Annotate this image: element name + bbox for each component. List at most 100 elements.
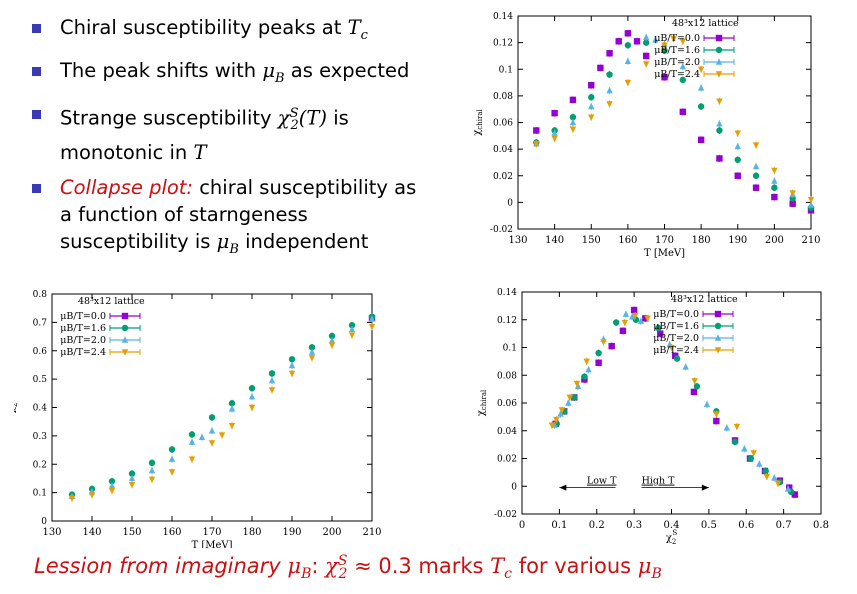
data-point — [588, 82, 595, 89]
legend-entry-label: μB/T=1.6 — [654, 45, 700, 56]
data-point — [308, 348, 316, 355]
x-axis-label-sup: S — [672, 529, 677, 537]
math-symbol: μ — [287, 554, 302, 578]
data-point — [716, 155, 723, 162]
legend-marker — [715, 46, 723, 54]
y-axis-label-sub: 2 — [14, 403, 19, 407]
data-point — [679, 76, 687, 84]
bullet-square-icon — [32, 66, 41, 76]
data-point — [690, 388, 698, 396]
data-point — [642, 52, 650, 60]
math-subscript: 2 — [338, 566, 348, 583]
data-point — [657, 330, 664, 337]
x-tick-label: 0.7 — [776, 520, 792, 531]
conclusion-text: : — [311, 554, 326, 578]
data-point — [573, 380, 581, 388]
data-point — [328, 342, 336, 349]
data-point — [557, 410, 564, 417]
math-subscript: B — [301, 566, 312, 583]
data-point — [288, 370, 296, 378]
data-point — [784, 485, 792, 492]
data-point — [672, 352, 679, 360]
annotation-label: High T — [642, 476, 676, 487]
data-point — [288, 361, 296, 369]
y-tick-label: 0.7 — [33, 318, 48, 328]
data-point — [691, 378, 698, 385]
data-point — [713, 417, 720, 425]
legend-marker — [714, 310, 722, 318]
data-point — [673, 355, 681, 362]
data-point — [569, 96, 577, 104]
y-tick-label: 0.14 — [493, 12, 513, 22]
x-axis-label: T [MeV] — [644, 248, 685, 259]
data-point — [734, 130, 741, 137]
data-point — [697, 84, 705, 91]
x-tick-label: 210 — [801, 235, 820, 246]
math-superscript: S — [337, 553, 348, 569]
data-point — [682, 363, 689, 370]
data-point — [661, 47, 668, 54]
legend-marker — [121, 312, 129, 320]
y-tick-label: 0.14 — [497, 288, 517, 298]
annotation-arrowhead — [701, 484, 709, 491]
data-point — [661, 74, 668, 81]
data-point — [588, 114, 595, 121]
data-point — [188, 431, 196, 438]
data-point — [571, 394, 578, 401]
x-tick-label: 150 — [122, 527, 141, 538]
y-tick-label: 0.2 — [33, 460, 47, 470]
y-tick-label: 0.08 — [497, 371, 517, 381]
x-tick-label: 210 — [362, 527, 381, 538]
data-point — [148, 476, 156, 483]
y-axis-label: χchiral — [472, 109, 484, 136]
legend-marker — [121, 349, 129, 356]
legend-marker — [121, 324, 129, 332]
bullet-text: as expected — [284, 58, 410, 82]
data-point — [569, 126, 577, 133]
conclusion-line: Lession from imaginary μB: χS2 ≈ 0.3 mar… — [34, 553, 662, 582]
data-point — [248, 385, 256, 392]
x-tick-label: 0.1 — [551, 520, 567, 531]
x-axis-label: χ2S — [666, 529, 678, 546]
data-point — [622, 310, 630, 317]
data-point — [595, 349, 602, 357]
data-point — [668, 344, 675, 352]
data-point — [581, 373, 588, 380]
y-tick-label: 0.5 — [33, 375, 48, 385]
annotation-arrowhead — [559, 484, 567, 491]
data-point — [308, 344, 316, 351]
x-tick-label: 160 — [618, 235, 637, 246]
data-point — [642, 33, 650, 40]
data-point — [583, 358, 590, 366]
data-point — [248, 393, 256, 400]
data-point — [600, 339, 607, 346]
data-point — [268, 376, 276, 384]
data-point — [630, 306, 638, 314]
data-point — [734, 172, 741, 179]
x-tick-label: 180 — [692, 235, 711, 246]
data-point — [268, 370, 276, 377]
data-point — [619, 327, 627, 335]
legend-entry-label: μB/T=2.4 — [653, 345, 699, 356]
y-tick-label: 0.6 — [33, 347, 48, 357]
data-point — [566, 394, 574, 402]
data-point — [679, 62, 687, 70]
x-tick-label: 0.3 — [626, 520, 642, 531]
math-subscript: B — [651, 566, 662, 583]
chart-chi-vs-temperature: 130 140 150 160 170 180 190 200 210 -0.02 0 0.02 0.0… — [472, 12, 821, 259]
bullet-square-icon — [32, 109, 41, 119]
data-point — [752, 184, 760, 191]
data-point — [308, 355, 316, 362]
x-tick-label: 0 — [519, 520, 525, 531]
data-point — [108, 478, 116, 485]
y-tick-label: 0.06 — [493, 119, 513, 129]
math-superscript: S — [289, 105, 299, 121]
data-point — [188, 456, 196, 463]
data-point — [771, 193, 778, 201]
x-tick-label: 130 — [42, 527, 61, 538]
data-point — [168, 455, 176, 462]
x-axis-label-sub: 2 — [672, 538, 676, 546]
data-point — [348, 322, 356, 329]
data-point — [642, 315, 649, 322]
x-tick-label: 150 — [582, 235, 601, 246]
